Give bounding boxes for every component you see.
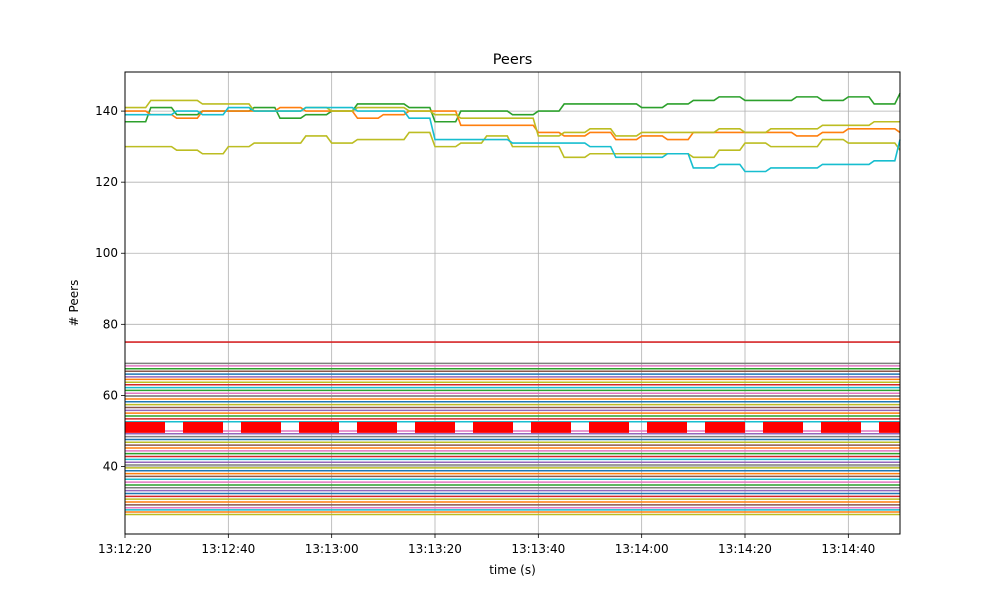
plot-frame — [124, 71, 901, 535]
axis-ticks: 13:12:20 13:12:40 13:13:00 13:13:20 13:13:40… — [95, 104, 875, 556]
y-tick-label: 40 — [103, 459, 118, 473]
plot-area — [125, 92, 901, 516]
x-tick-label: 13:12:20 — [98, 542, 152, 556]
y-tick-label: 60 — [103, 388, 118, 402]
series-line — [125, 92, 901, 123]
x-tick-label: 13:13:00 — [305, 542, 359, 556]
y-tick-label: 80 — [103, 317, 118, 331]
x-tick-label: 13:14:40 — [821, 542, 875, 556]
x-tick-label: 13:13:40 — [511, 542, 565, 556]
x-tick-label: 13:14:00 — [615, 542, 669, 556]
y-tick-label: 140 — [95, 104, 118, 118]
x-tick-label: 13:14:20 — [718, 542, 772, 556]
x-tick-label: 13:12:40 — [201, 542, 255, 556]
x-tick-label: 13:13:20 — [408, 542, 462, 556]
x-axis-label: time (s) — [489, 563, 536, 577]
series-line — [125, 106, 901, 173]
y-tick-label: 120 — [95, 175, 118, 189]
y-tick-label: 100 — [95, 246, 118, 260]
series-line — [125, 131, 901, 159]
chart-title: Peers — [493, 52, 533, 68]
y-axis-label: # Peers — [67, 280, 81, 327]
